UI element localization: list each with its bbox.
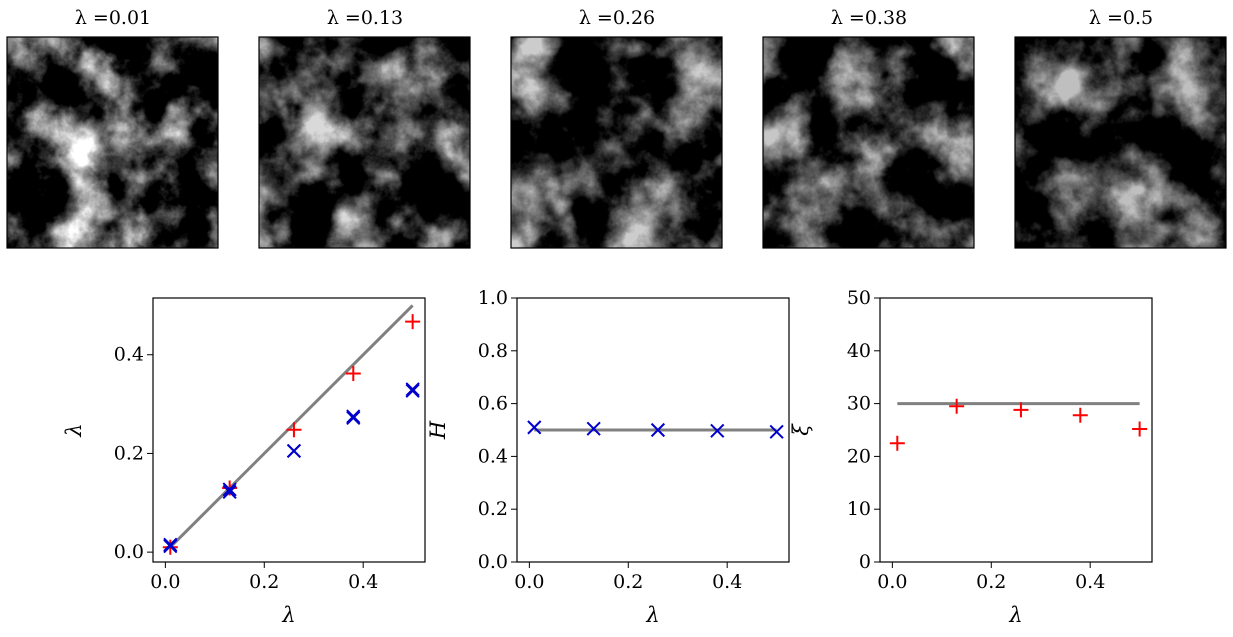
y-tick-label: 1.0 xyxy=(478,287,508,309)
cross-marker xyxy=(769,424,784,439)
field-title: λ =0.38 xyxy=(831,7,907,29)
field-title: λ =0.01 xyxy=(75,7,151,29)
field-panel-1: λ =0.01 xyxy=(6,7,219,249)
cross-marker xyxy=(346,410,361,425)
x-tick-label: 0.2 xyxy=(613,571,643,593)
x-tick-label: 0.0 xyxy=(514,571,544,593)
field-title: λ =0.5 xyxy=(1089,7,1153,29)
y-tick-label: 50 xyxy=(847,287,871,309)
y-tick-label: 30 xyxy=(847,393,871,415)
field-panel-3: λ =0.26 xyxy=(510,7,723,249)
cross-marker xyxy=(163,537,178,552)
y-axis-label: H xyxy=(426,420,450,440)
cross-marker xyxy=(586,421,601,436)
cross-marker xyxy=(222,484,237,500)
cross-marker xyxy=(527,420,542,435)
y-tick-label: 0.2 xyxy=(114,442,144,464)
x-tick-label: 0.4 xyxy=(712,571,742,593)
cross-marker xyxy=(405,382,420,397)
cross-marker xyxy=(222,482,237,497)
cross-marker xyxy=(163,539,178,554)
plus-marker xyxy=(1132,421,1148,437)
y-tick-label: 10 xyxy=(847,498,871,520)
plus-marker xyxy=(286,422,302,438)
field-frame xyxy=(762,36,975,249)
field-texture xyxy=(1015,37,1226,248)
x-axis-label: λ xyxy=(645,603,659,627)
plus-marker xyxy=(949,398,965,414)
y-tick-label: 20 xyxy=(847,445,871,467)
reference-line xyxy=(169,304,414,549)
plus-marker xyxy=(1072,407,1088,423)
x-axis-label: λ xyxy=(281,603,295,627)
y-tick-label: 0.0 xyxy=(478,551,508,573)
cross-marker xyxy=(346,409,361,424)
x-tick-label: 0.4 xyxy=(1075,571,1105,593)
field-frame xyxy=(1014,36,1227,249)
x-tick-label: 0.2 xyxy=(249,571,279,593)
y-tick-label: 0.4 xyxy=(114,344,144,366)
field-frame xyxy=(258,36,471,249)
plus-marker xyxy=(1013,402,1029,418)
cross-marker xyxy=(405,383,420,398)
axes-frame xyxy=(879,297,1153,563)
x-tick-label: 0.4 xyxy=(348,571,378,593)
y-tick-label: 0.6 xyxy=(478,393,508,415)
field-texture xyxy=(259,37,470,248)
xi-estimate-plot: 0.0 0.2 0.4 0 10 20 30 40 50 λ ξ xyxy=(789,287,1153,627)
hurst-estimate-plot: 0.0 0.2 0.4 0.0 0.2 0.4 0.6 0.8 1.0 λ H xyxy=(426,287,790,627)
plus-marker xyxy=(405,314,421,330)
cross-marker xyxy=(286,443,302,459)
field-texture xyxy=(511,37,722,248)
x-tick-label: 0.2 xyxy=(976,571,1006,593)
field-panel-5: λ =0.5 xyxy=(1014,7,1227,249)
x-tick-label: 0.0 xyxy=(150,571,180,593)
field-panel-2: λ =0.13 xyxy=(258,7,471,249)
cross-marker xyxy=(650,422,666,438)
axes-frame xyxy=(516,297,790,563)
lambda-estimate-plot: 0.0 0.2 0.4 0.0 0.2 0.4 λ λ xyxy=(62,297,426,627)
y-tick-label: 0 xyxy=(859,551,871,573)
y-axis-label: ξ xyxy=(789,423,813,436)
axes-frame xyxy=(152,297,426,563)
y-tick-label: 0.2 xyxy=(478,498,508,520)
field-frame xyxy=(510,36,723,249)
x-tick-label: 0.0 xyxy=(877,571,907,593)
y-tick-label: 0.0 xyxy=(114,541,144,563)
plus-marker xyxy=(345,365,361,381)
field-title: λ =0.26 xyxy=(579,7,655,29)
field-frame xyxy=(6,36,219,249)
plus-marker xyxy=(889,435,905,451)
y-axis-label: λ xyxy=(62,423,86,437)
y-tick-label: 0.8 xyxy=(478,340,508,362)
field-texture xyxy=(763,37,974,248)
field-texture xyxy=(7,37,218,248)
x-axis-label: λ xyxy=(1008,603,1022,627)
y-tick-label: 0.4 xyxy=(478,445,508,467)
field-title: λ =0.13 xyxy=(327,7,403,29)
field-panels: λ =0.01 λ =0.13 λ =0.26 λ =0.38 λ =0.5 xyxy=(6,7,1227,249)
cross-marker xyxy=(710,423,725,438)
y-tick-label: 40 xyxy=(847,340,871,362)
field-panel-4: λ =0.38 xyxy=(762,7,975,249)
